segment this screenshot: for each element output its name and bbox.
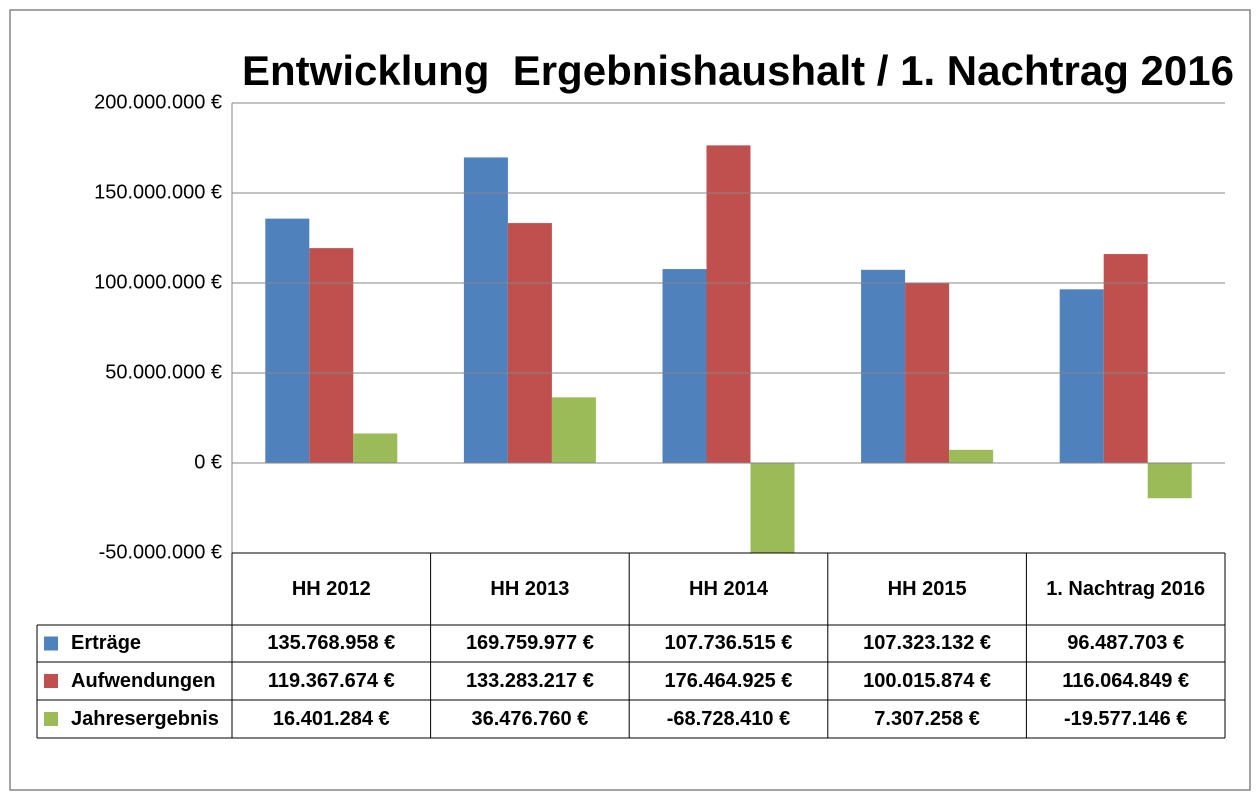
- data-label: 135.768.958 €: [267, 632, 396, 654]
- bar: [662, 269, 707, 463]
- x-tick-label: HH 2014: [689, 577, 768, 600]
- bar: [750, 463, 795, 553]
- bar: [1147, 463, 1192, 499]
- bar: [353, 433, 398, 463]
- data-label: 7.307.258 €: [874, 707, 980, 730]
- data-label-box: 100.015.874 €: [863, 669, 992, 692]
- data-label: 107.736.515 €: [664, 632, 793, 654]
- chart-border: [9, 9, 1251, 791]
- data-label: 16.401.284 €: [272, 707, 390, 730]
- x-tick-label-box: HH 2014: [689, 577, 768, 600]
- data-label: 36.476.760 €: [471, 707, 589, 730]
- legend-swatch: [44, 712, 58, 726]
- x-tick-label: HH 2012: [291, 577, 371, 600]
- legend-label-box: Erträge: [71, 632, 142, 654]
- bar: [1103, 254, 1148, 463]
- legend-label-box: Jahresergebnis: [71, 707, 219, 730]
- y-tick-label: 150.000.000 €: [94, 181, 222, 203]
- data-label-box: 96.487.703 €: [1067, 632, 1185, 654]
- x-tick-label-box: HH 2015: [887, 577, 967, 600]
- x-tick-label-box: HH 2012: [291, 577, 371, 600]
- bar: [861, 269, 906, 463]
- bar: [309, 248, 354, 463]
- bar: [551, 397, 596, 463]
- legend-label: Erträge: [71, 632, 142, 654]
- bar: [463, 157, 508, 463]
- data-label-box: 116.064.849 €: [1062, 669, 1190, 692]
- legend-swatch: [44, 674, 58, 688]
- bar: [1059, 289, 1104, 463]
- data-label-box: 7.307.258 €: [874, 707, 980, 730]
- x-tick-label: HH 2015: [887, 577, 967, 600]
- bar: [265, 218, 310, 463]
- data-label-box: 176.464.925 €: [664, 669, 793, 692]
- legend-label: Aufwendungen: [71, 669, 216, 692]
- data-label-box: 107.736.515 €: [664, 632, 793, 654]
- y-tick-label: 0 €: [194, 451, 222, 473]
- data-label-box: 169.759.977 €: [465, 632, 594, 654]
- y-tick-label: 100.000.000 €: [94, 271, 222, 293]
- data-label: 176.464.925 €: [664, 669, 793, 692]
- data-label: 169.759.977 €: [465, 632, 594, 654]
- chart-title: Entwicklung Ergebnishaushalt / 1. Nachtr…: [242, 47, 1234, 94]
- legend-label: Jahresergebnis: [71, 707, 219, 730]
- data-label: 116.064.849 €: [1062, 669, 1190, 692]
- legend-label-box: Aufwendungen: [71, 669, 216, 692]
- data-label-box: -19.577.146 €: [1063, 707, 1188, 730]
- y-tick-label: -50.000.000 €: [99, 541, 222, 563]
- y-tick-label: 50.000.000 €: [105, 361, 222, 383]
- data-label: 96.487.703 €: [1067, 632, 1185, 654]
- data-label: 133.283.217 €: [465, 669, 594, 692]
- data-label-box: 135.768.958 €: [267, 632, 396, 654]
- data-label-box: 36.476.760 €: [471, 707, 589, 730]
- data-label: -68.728.410 €: [666, 707, 791, 730]
- y-tick-label: 200.000.000 €: [94, 91, 222, 113]
- data-label: 119.367.674 €: [267, 669, 395, 692]
- data-label: 100.015.874 €: [863, 669, 992, 692]
- x-tick-label-box: HH 2013: [490, 577, 570, 600]
- x-tick-label: HH 2013: [490, 577, 570, 600]
- data-label: -19.577.146 €: [1063, 707, 1188, 730]
- x-tick-label: 1. Nachtrag 2016: [1046, 577, 1206, 600]
- bar: [507, 223, 552, 463]
- bars: [265, 145, 1192, 553]
- data-label-box: 119.367.674 €: [267, 669, 395, 692]
- bar: [949, 449, 994, 463]
- data-label: 107.323.132 €: [863, 632, 992, 654]
- data-label-box: -68.728.410 €: [666, 707, 791, 730]
- bar: [706, 145, 751, 463]
- legend-swatch: [44, 636, 58, 651]
- data-label-box: 16.401.284 €: [272, 707, 390, 730]
- x-tick-label-box: 1. Nachtrag 2016: [1046, 577, 1206, 600]
- data-label-box: 107.323.132 €: [863, 632, 992, 654]
- data-label-box: 133.283.217 €: [465, 669, 594, 692]
